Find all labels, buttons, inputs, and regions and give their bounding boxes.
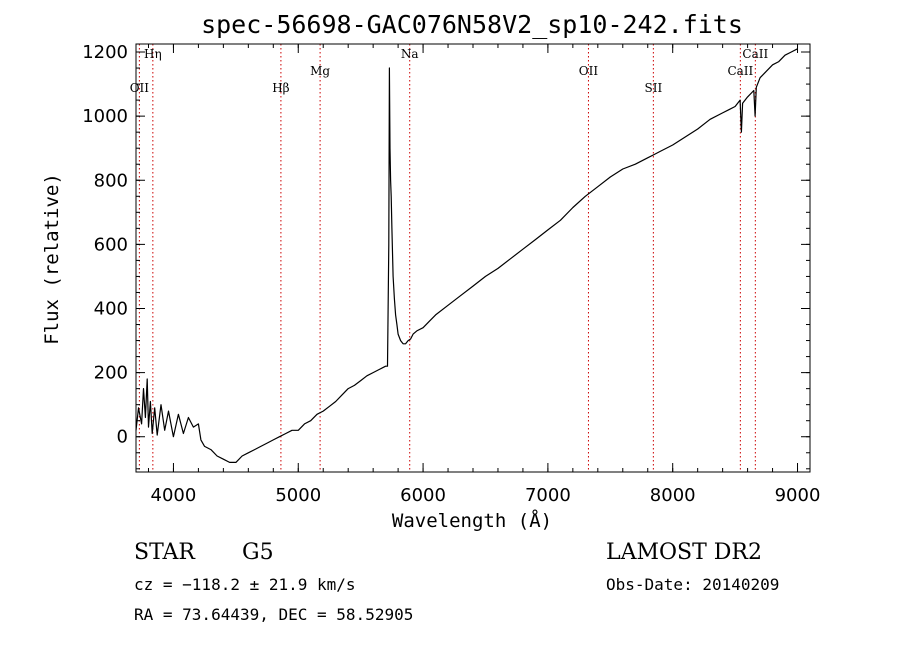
x-tick-label-4: 8000 [650, 485, 696, 506]
line-label-4: Na [401, 47, 419, 61]
plot-frame [135, 43, 811, 473]
line-label-8: CaII [742, 47, 768, 61]
line-label-6: SII [645, 81, 663, 95]
spectrum-line-0 [135, 48, 798, 463]
y-tick-label-4: 800 [94, 170, 128, 191]
spectral-line-markers: Hη OII Hβ Mg Na OII SII CaII CaII [130, 44, 768, 472]
line-label-5: OII [579, 64, 599, 78]
coordinates: RA = 73.64439, DEC = 58.52905 [134, 605, 413, 624]
line-label-2: Hβ [272, 81, 289, 95]
x-tick-label-3: 7000 [525, 485, 571, 506]
y-axis-title: Flux (relative) [41, 173, 63, 345]
x-tick-label-5: 9000 [775, 485, 821, 506]
y-tick-label-2: 400 [94, 298, 128, 319]
y-tick-label-6: 1200 [82, 42, 128, 63]
survey-name: LAMOST DR2 [606, 540, 762, 565]
y-tick-label-5: 1000 [82, 106, 128, 127]
line-label-1: OII [130, 81, 150, 95]
object-subclass: G5 [242, 540, 274, 565]
x-tick-label-0: 4000 [151, 485, 197, 506]
chart-title: spec-56698-GAC076N58V2_sp10-242.fits [201, 10, 743, 39]
x-tick-label-1: 5000 [275, 485, 321, 506]
axes: 4000 5000 6000 7000 8000 9000 0 200 400 600 800 100… [82, 42, 820, 506]
y-tick-label-0: 0 [117, 427, 128, 448]
series-layer [135, 48, 798, 463]
redshift-velocity: cz = −118.2 ± 21.9 km/s [134, 575, 356, 594]
x-axis-title: Wavelength (Å) [392, 509, 552, 532]
line-label-3: Mg [310, 64, 330, 78]
x-tick-label-2: 6000 [400, 485, 446, 506]
line-label-7: CaII [727, 64, 753, 78]
y-tick-label-1: 200 [94, 363, 128, 384]
object-class: STAR [134, 540, 196, 565]
line-label-0: Hη [144, 47, 162, 61]
y-tick-label-3: 600 [94, 234, 128, 255]
observation-date: Obs-Date: 20140209 [606, 575, 779, 594]
